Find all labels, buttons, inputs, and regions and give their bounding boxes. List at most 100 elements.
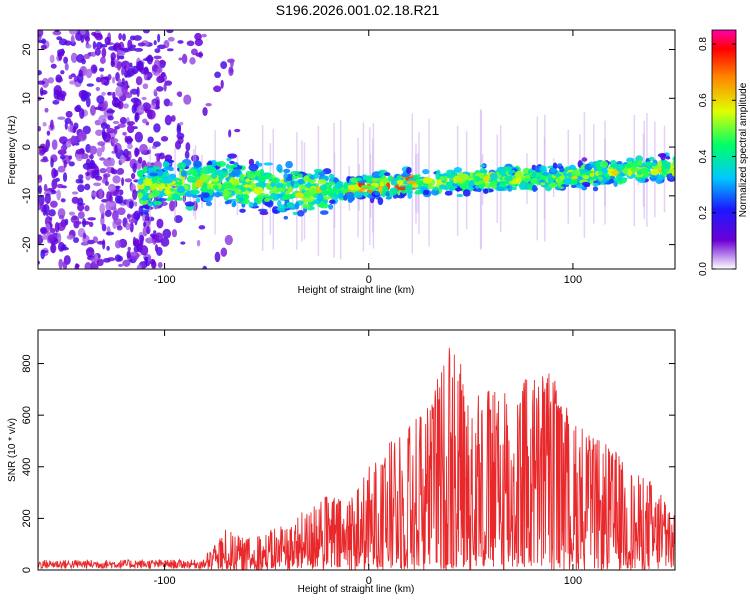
heatmap-cell [599, 160, 609, 168]
heatmap-cell [58, 258, 64, 269]
heatmap-cell [95, 76, 102, 83]
heatmap-cell [154, 244, 159, 252]
heatmap-cell [156, 99, 160, 109]
heatmap-cell [63, 56, 69, 64]
heatmap-cell [294, 201, 300, 210]
heatmap-cell [444, 190, 453, 196]
heatmap-cell [336, 181, 344, 188]
heatmap-cell [87, 239, 95, 245]
heatmap-cell [163, 82, 167, 92]
colorbar-tick-label: 0.6 [698, 93, 709, 107]
heatmap-cell [296, 209, 305, 217]
heatmap-cell [448, 186, 458, 190]
heatmap-cell [276, 164, 283, 173]
heatmap-cell [249, 182, 257, 190]
heatmap-cell [276, 207, 285, 212]
heatmap-cell [150, 184, 158, 189]
heatmap-cell [184, 150, 190, 159]
heatmap-cell [284, 194, 294, 198]
heatmap-cell [295, 192, 304, 199]
heatmap-cell [90, 159, 94, 169]
spectrogram-ytick-label: 0 [21, 144, 33, 150]
heatmap-cell [468, 180, 474, 188]
heatmap-cell [70, 35, 75, 44]
heatmap-cell [156, 169, 164, 177]
heatmap-cell [45, 223, 51, 232]
heatmap-cell [198, 225, 206, 230]
heatmap-cell [286, 176, 293, 182]
heatmap-cell [482, 175, 490, 183]
heatmap-cell [50, 200, 58, 208]
heatmap-cell [222, 190, 230, 198]
heatmap-cell [101, 198, 109, 203]
spectrogram-ytick-label: -10 [21, 188, 33, 204]
heatmap-cell [597, 170, 603, 176]
heatmap-cell [146, 109, 156, 120]
heatmap-cell [224, 234, 233, 246]
heatmap-cell [107, 183, 116, 192]
heatmap-cell [82, 232, 87, 239]
heatmap-cell [576, 184, 584, 189]
heatmap-cell [226, 199, 232, 204]
heatmap-cell [580, 168, 588, 173]
heatmap-cell [498, 168, 506, 176]
heatmap-cell [167, 36, 175, 42]
heatmap-cell [71, 196, 80, 204]
heatmap-cell [360, 184, 371, 189]
heatmap-cell [136, 182, 145, 190]
heatmap-cell [180, 241, 186, 245]
heatmap-cell [55, 74, 63, 83]
heatmap-cell [380, 177, 390, 185]
heatmap-cell [222, 181, 233, 189]
snr-ylabel: SNR (10 * v/v) [7, 418, 18, 482]
heatmap-cell [532, 171, 537, 178]
heatmap-cell [630, 167, 640, 172]
heatmap-cell [158, 152, 165, 160]
heatmap-cell [640, 167, 649, 175]
heatmap-cell [121, 84, 128, 95]
heatmap-cell [70, 135, 78, 145]
heatmap-cell [180, 170, 187, 177]
heatmap-cell [94, 47, 101, 56]
heatmap-cell [563, 177, 572, 185]
heatmap-cell [207, 160, 213, 166]
heatmap-cell [101, 91, 106, 96]
heatmap-cell [328, 203, 334, 210]
heatmap-cell [84, 205, 90, 212]
heatmap-cell [80, 153, 89, 160]
heatmap-cell [96, 240, 105, 245]
heatmap-cell [130, 251, 137, 257]
heatmap-cell [75, 264, 80, 268]
heatmap-cell [140, 205, 150, 209]
heatmap-cell [147, 255, 151, 263]
spectrogram-ylabel: Frequency (Hz) [7, 116, 18, 185]
heatmap-cell [257, 175, 267, 182]
heatmap-cell [142, 118, 148, 124]
heatmap-cell [283, 215, 289, 220]
heatmap-cell [511, 169, 516, 174]
heatmap-cell [285, 160, 293, 169]
heatmap-cell [264, 198, 271, 203]
heatmap-cell [121, 177, 125, 187]
heatmap-cell [106, 191, 112, 202]
heatmap-cell [41, 77, 49, 89]
heatmap-cell [58, 214, 65, 220]
heatmap-cell [163, 98, 171, 107]
heatmap-cell [49, 119, 54, 130]
heatmap-cell [99, 168, 107, 174]
heatmap-cell [319, 184, 328, 191]
heatmap-cell [41, 234, 49, 240]
heatmap-cell [406, 180, 416, 185]
heatmap-cell [328, 173, 335, 179]
heatmap-cell [122, 33, 126, 42]
heatmap-cell [582, 174, 589, 180]
heatmap-cell [155, 166, 160, 171]
heatmap-cell [321, 189, 328, 197]
heatmap-cell [65, 140, 72, 148]
heatmap-cell [422, 176, 433, 184]
heatmap-cell [137, 178, 144, 185]
heatmap-cell [648, 156, 655, 161]
heatmap-cell [176, 132, 185, 140]
heatmap-cell [68, 74, 73, 80]
